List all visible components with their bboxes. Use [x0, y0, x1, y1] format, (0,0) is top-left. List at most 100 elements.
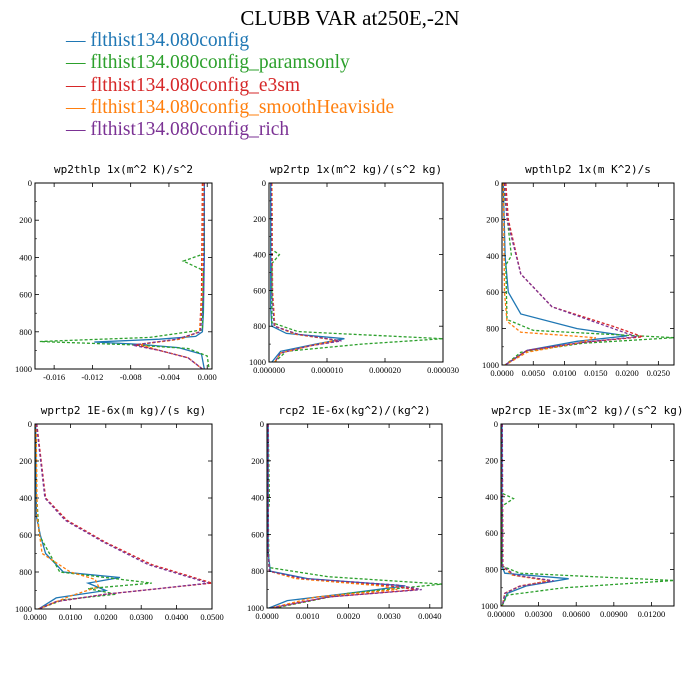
series-line-5: [132, 183, 205, 369]
plot-frame: [266, 423, 443, 609]
panel-3: wpthlp2 1x(m K^2)/s020040060080010000.00…: [482, 163, 675, 378]
x-tick-label: 0.0200: [94, 612, 117, 622]
panel-4: wprtp2 1E-6x(m kg)/(s kg) 0 200 400 600 800 10…: [15, 404, 224, 622]
series-line-3: [36, 424, 212, 609]
y-tick-label: 800: [19, 327, 32, 337]
x-tick-label: 0.0040: [418, 611, 441, 621]
x-tick-label: 0.00000: [487, 609, 515, 619]
x-tick-label: 0.0010: [296, 611, 319, 621]
y-tick-label: 600: [251, 529, 264, 539]
x-tick-label: 0.0400: [165, 612, 188, 622]
series-line-2: [502, 183, 674, 365]
y-tick-label: 200: [19, 456, 32, 466]
x-tick-label: -0.016: [43, 372, 65, 382]
series-line-5: [270, 183, 342, 362]
y-tick-label: 800: [253, 321, 266, 331]
y-tick-label: 1000: [247, 603, 264, 613]
x-tick-label: 0.0100: [59, 612, 82, 622]
series-line-4: [35, 424, 100, 609]
legend-entry-paramsonly: — flthist134.080config_paramsonly: [66, 52, 350, 74]
y-tick-label: 0: [28, 419, 32, 429]
series-line-1: [94, 183, 205, 369]
series-line-3: [504, 183, 643, 365]
x-tick-label: 0.0000: [490, 368, 513, 378]
series-line-1: [501, 424, 569, 606]
y-tick-label: 1000: [15, 604, 32, 614]
series-line-2: [35, 424, 152, 609]
series-line-5: [501, 424, 554, 606]
x-tick-label: 0.00300: [525, 609, 553, 619]
x-tick-label: 0.00600: [562, 609, 590, 619]
x-tick-label: -0.012: [81, 372, 103, 382]
y-tick-label: 1000: [15, 364, 32, 374]
x-tick-label: 0.0100: [553, 368, 576, 378]
series-line-2: [39, 183, 210, 369]
plot-frame: [501, 182, 675, 366]
x-tick-label: 0.0500: [200, 612, 223, 622]
y-tick-label: 200: [251, 456, 264, 466]
y-tick-label: 0: [28, 178, 32, 188]
panel-title: wp2rtp 1x(m^2 kg)/(s^2 kg): [270, 163, 442, 176]
y-tick-label: 200: [253, 214, 266, 224]
x-tick-label: 0.0050: [522, 368, 545, 378]
y-tick-label: 800: [485, 565, 498, 575]
y-tick-label: 200: [19, 215, 32, 225]
y-tick-label: 0: [260, 419, 264, 429]
y-tick-label: 400: [253, 250, 266, 260]
x-tick-label: 0.0030: [377, 611, 400, 621]
y-tick-label: 200: [485, 455, 498, 465]
legend: — flthist134.080config — flthist134.080c…: [66, 30, 394, 141]
x-tick-label: 0.000000: [253, 365, 285, 375]
x-tick-label: 0.000010: [311, 365, 343, 375]
x-tick-label: 0.0250: [647, 368, 670, 378]
series-line-1: [502, 183, 628, 365]
legend-entry-config: — flthist134.080config: [66, 30, 250, 51]
panel-1: wp2thlp 1x(m^2 K)/s^2 0 200 400 600 800 1000 -0…: [15, 163, 217, 382]
y-tick-label: 600: [19, 290, 32, 300]
series-line-2: [501, 424, 674, 606]
y-tick-label: 400: [19, 493, 32, 503]
y-tick-label: 1000: [481, 601, 498, 611]
y-tick-label: 400: [19, 252, 32, 262]
panel-5: rcp2 1E-6x(kg^2)/(kg^2) 0 200 400 600 800 1000…: [247, 404, 443, 621]
series-line-3: [135, 183, 204, 369]
y-tick-label: 600: [19, 530, 32, 540]
legend-entry-e3sm: — flthist134.080config_e3sm: [66, 74, 300, 96]
panel-6: wp2rcp 1E-3x(m^2 kg)/(s^2 kg) 0 200 400 600 8…: [481, 404, 684, 619]
y-tick-label: 1000: [249, 357, 266, 367]
x-tick-label: 0.0020: [337, 611, 360, 621]
y-tick-label: 1000: [482, 360, 499, 370]
series-line-5: [503, 183, 637, 365]
x-tick-label: 0.000: [198, 372, 217, 382]
panel-title: wp2thlp 1x(m^2 K)/s^2: [54, 163, 193, 176]
legend-entry-smoothheaviside: — flthist134.080config_smoothHeaviside: [66, 96, 395, 118]
y-tick-label: 400: [486, 251, 499, 261]
y-tick-label: 600: [486, 287, 499, 297]
panel-title: wpthlp2 1x(m K^2)/s: [525, 163, 651, 176]
x-tick-label: -0.004: [158, 372, 181, 382]
series-line-2: [270, 183, 443, 362]
y-tick-label: 0: [262, 178, 266, 188]
y-tick-label: 400: [251, 493, 264, 503]
panel-2: wp2rtp 1x(m^2 kg)/(s^2 kg) 0 200 400 600 800 1…: [249, 163, 459, 375]
plot-frame: [34, 423, 213, 610]
x-tick-label: 0.01200: [638, 609, 666, 619]
panel-title: rcp2 1E-6x(kg^2)/(kg^2): [278, 404, 430, 417]
series-line-1: [270, 183, 345, 362]
y-tick-label: 0: [495, 178, 499, 188]
series-line-3: [501, 424, 552, 606]
x-tick-label: 0.000030: [427, 365, 459, 375]
series-line-3: [267, 424, 418, 608]
y-tick-label: 600: [485, 528, 498, 538]
y-tick-label: 200: [486, 214, 499, 224]
series-line-4: [140, 183, 205, 369]
x-tick-label: -0.008: [120, 372, 142, 382]
plot-frame: [268, 182, 444, 363]
series-line-1: [35, 424, 121, 609]
y-tick-label: 600: [253, 285, 266, 295]
x-tick-label: 0.00900: [600, 609, 628, 619]
x-tick-label: 0.0000: [255, 611, 278, 621]
legend-entry-rich: — flthist134.080config_rich: [66, 119, 290, 141]
panel-title: wprtp2 1E-6x(m kg)/(s kg): [41, 404, 207, 417]
